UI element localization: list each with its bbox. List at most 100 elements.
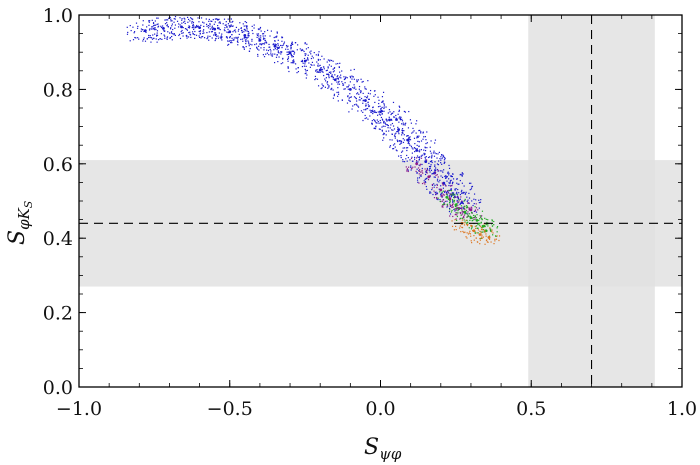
point-fill [174,15,177,18]
point-fill [424,173,427,176]
point-fill [364,96,366,98]
point-fill [270,30,272,32]
point-fill [463,200,465,202]
point-fill [367,101,369,103]
point-fill [378,113,381,115]
point-fill [182,21,185,23]
point-fill [456,191,458,193]
point-fill [301,65,304,68]
point-fill [274,48,276,50]
point-fill [487,241,489,243]
point-fill [459,193,462,196]
point-fill [245,45,247,48]
point-fill [166,24,169,26]
point-fill [277,43,279,45]
point-fill [154,33,156,35]
point-fill [433,186,435,188]
point-fill [192,21,195,24]
point-fill [489,229,492,232]
point-fill [319,59,321,61]
point-fill [400,116,402,118]
point-fill [191,31,194,33]
point-fill [407,127,410,129]
point-fill [456,212,458,214]
point-fill [463,185,465,187]
point-fill [387,112,389,114]
point-fill [454,208,456,210]
point-fill [318,65,320,67]
point [364,99,367,102]
point-fill [437,170,439,172]
point-fill [447,205,449,207]
point-fill [366,107,369,110]
point-fill [462,192,464,194]
point-fill [426,147,428,149]
point-fill [431,187,433,189]
point-fill [198,36,201,39]
point-fill [320,87,322,90]
point-fill [305,72,307,74]
point-fill [384,122,386,124]
point-fill [152,22,155,24]
point-fill [475,227,477,230]
point-fill [292,60,294,62]
point-fill [198,21,200,23]
point-fill [432,172,434,175]
point-fill [452,203,454,205]
point-fill [359,99,361,101]
point-fill [198,35,200,37]
point-fill [302,49,304,51]
point-fill [143,37,145,39]
point-fill [162,25,164,27]
point-fill [181,18,183,20]
point-fill [456,203,458,205]
point-fill [427,179,430,181]
point-fill [274,44,276,46]
point-fill [224,27,226,29]
point-fill [195,34,198,36]
point-fill [202,32,204,35]
point-fill [477,222,480,224]
point-fill [486,241,488,243]
point-fill [155,38,157,40]
point-fill [462,230,464,233]
point-fill [385,130,387,132]
point-fill [375,111,377,114]
point-fill [163,34,165,36]
point-fill [409,119,412,121]
point-fill [433,173,436,175]
point-fill [221,33,223,35]
point-fill [381,113,383,115]
point-fill [156,17,158,19]
point-fill [225,36,228,38]
point-fill [419,171,422,173]
point-fill [349,93,351,95]
point-fill [401,118,403,120]
point-fill [410,145,413,147]
point-fill [443,203,445,205]
point-fill [290,47,292,49]
point-fill [456,199,458,202]
point-fill [449,180,452,182]
point-fill [169,28,172,30]
point-fill [403,139,406,141]
point-fill [449,205,451,208]
point-fill [329,60,331,62]
point-fill [430,164,432,166]
point-fill [372,106,374,108]
point-fill [260,35,262,37]
point-fill [498,235,501,237]
point-fill [237,39,239,41]
point-fill [262,54,265,56]
point-fill [219,28,221,31]
point-fill [221,36,223,38]
point-fill [392,101,395,104]
point-fill [407,147,409,149]
point-fill [359,90,361,92]
point-fill [265,41,267,43]
point-fill [262,35,264,37]
point-fill [472,204,474,207]
point-fill [199,30,202,32]
point-fill [454,194,456,196]
point-fill [300,60,302,62]
